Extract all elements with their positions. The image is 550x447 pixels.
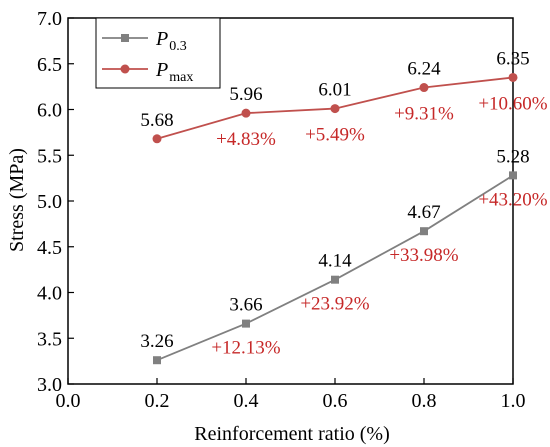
series-0-value-label-2: 4.14 <box>318 251 352 272</box>
x-tick-label-1: 0.2 <box>145 390 170 412</box>
series-1-value-label-2: 6.01 <box>318 80 351 101</box>
y-tick-label-2: 4.0 <box>37 283 62 305</box>
series-1-point-1 <box>241 108 251 118</box>
series-1-increase-label-1: +4.83% <box>216 129 276 150</box>
y-tick-label-0: 3.0 <box>37 374 62 396</box>
series-group <box>152 72 518 365</box>
series-0-point-0 <box>153 356 161 365</box>
y-tick-label-6: 6.0 <box>37 100 62 122</box>
y-tick-label-3: 4.5 <box>37 237 62 259</box>
x-tick-label-3: 0.6 <box>323 390 348 412</box>
series-0-point-3 <box>420 227 428 236</box>
series-0-increase-label-4: +43.20% <box>478 189 547 210</box>
series-1-value-label-0: 5.68 <box>140 110 173 131</box>
series-0-value-label-0: 3.26 <box>140 331 173 352</box>
data-labels: 3.26 3.66 +12.13% 4.14 +23.92% 4.67 +33.98% 5.2… <box>140 48 547 358</box>
series-1-value-label-1: 5.96 <box>229 84 262 105</box>
series-1-value-label-4: 6.35 <box>496 48 529 69</box>
y-tick-label-8: 7.0 <box>37 8 62 30</box>
series-0-value-label-4: 5.28 <box>496 146 529 167</box>
series-1-point-0 <box>152 134 162 144</box>
legend-marker-1 <box>120 64 130 74</box>
series-1-increase-label-2: +5.49% <box>305 125 365 146</box>
legend-box <box>95 17 221 89</box>
x-axis-title: Reinforcement ratio (%) <box>194 423 389 445</box>
series-0-point-2 <box>331 275 339 284</box>
series-1-point-4 <box>508 72 518 82</box>
y-tick-label-4: 5.0 <box>37 191 62 213</box>
y-tick-label-7: 6.5 <box>37 54 62 76</box>
x-tick-label-4: 0.8 <box>412 390 437 412</box>
series-0-value-label-3: 4.67 <box>407 202 440 223</box>
series-1-point-2 <box>330 104 340 114</box>
x-tick-label-2: 0.4 <box>234 390 259 412</box>
x-tick-label-0: 0.0 <box>56 390 81 412</box>
x-tick-label-5: 1.0 <box>501 390 526 412</box>
legend-marker-0 <box>121 34 129 42</box>
axes: 0.0 0.2 0.4 0.6 0.8 1.0 3.0 3.5 4.0 4.5 5.0 5.5 6.0 6… <box>37 8 526 412</box>
series-0-point-1 <box>242 319 250 328</box>
series-1-point-3 <box>419 83 429 93</box>
series-1-increase-label-4: +10.60% <box>478 93 547 114</box>
series-0-point-4 <box>509 171 517 180</box>
series-0-increase-label-1: +12.13% <box>211 338 280 359</box>
series-1-increase-label-3: +9.31% <box>394 104 454 125</box>
y-axis-title: Stress (MPa) <box>6 148 28 252</box>
series-0-increase-label-3: +33.98% <box>389 245 458 266</box>
series-0-increase-label-2: +23.92% <box>300 294 369 315</box>
series-0-value-label-1: 3.66 <box>229 295 262 316</box>
y-tick-label-1: 3.5 <box>37 328 62 350</box>
series-1-value-label-3: 6.24 <box>407 59 441 80</box>
y-tick-label-5: 5.5 <box>37 145 62 167</box>
